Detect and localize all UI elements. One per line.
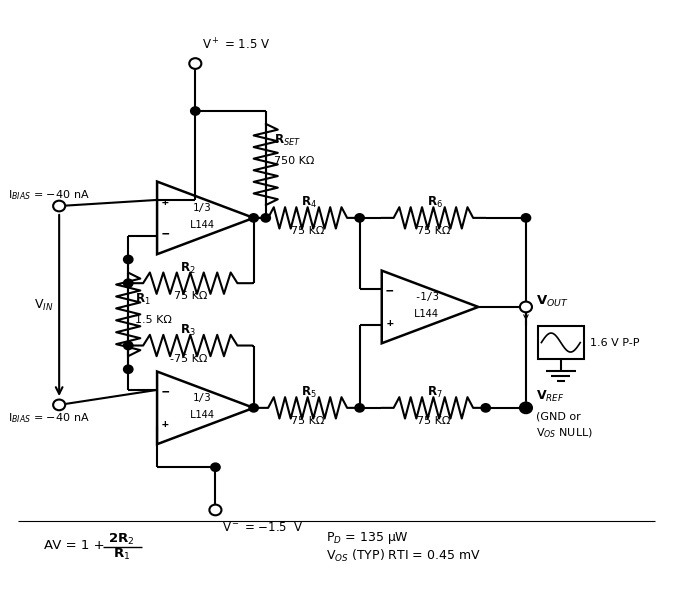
Text: L144: L144 — [189, 220, 215, 230]
Circle shape — [124, 341, 133, 350]
Text: V$_{OS}$ NULL): V$_{OS}$ NULL) — [536, 426, 593, 439]
Text: +: + — [162, 197, 168, 206]
Text: -1/3: -1/3 — [414, 293, 439, 302]
Text: 1.5 KΩ: 1.5 KΩ — [135, 315, 172, 325]
Text: 2R$_2$: 2R$_2$ — [109, 532, 134, 547]
Circle shape — [355, 404, 365, 412]
Text: (GND or: (GND or — [536, 412, 581, 422]
Text: 75 KΩ: 75 KΩ — [174, 291, 207, 301]
Text: -75 KΩ: -75 KΩ — [170, 353, 208, 364]
Text: V$^-$ = −1.5  V: V$^-$ = −1.5 V — [222, 521, 304, 533]
Circle shape — [520, 302, 532, 312]
Circle shape — [521, 214, 531, 222]
Text: R$_1$: R$_1$ — [113, 547, 130, 562]
Circle shape — [481, 404, 490, 412]
Text: R$_2$: R$_2$ — [180, 261, 196, 276]
Text: AV = 1 +: AV = 1 + — [44, 539, 105, 552]
Circle shape — [124, 279, 133, 287]
Circle shape — [209, 504, 221, 515]
Text: L144: L144 — [414, 309, 439, 319]
Circle shape — [355, 214, 365, 222]
Text: +: + — [386, 318, 393, 328]
Text: 1.6 V P-P: 1.6 V P-P — [590, 338, 640, 347]
Circle shape — [521, 303, 531, 311]
Circle shape — [191, 107, 200, 115]
Text: I$_{BIAS}$ = −40 nA: I$_{BIAS}$ = −40 nA — [7, 188, 89, 202]
Circle shape — [249, 214, 258, 222]
Text: −: − — [162, 228, 169, 241]
Text: −: − — [162, 385, 169, 398]
Text: R$_1$: R$_1$ — [135, 292, 151, 307]
Text: 1/3: 1/3 — [193, 203, 211, 213]
Circle shape — [124, 255, 133, 264]
Circle shape — [210, 463, 220, 471]
Text: +: + — [162, 419, 168, 429]
Text: R$_4$: R$_4$ — [301, 195, 317, 210]
Text: R$_{SET}$: R$_{SET}$ — [274, 133, 301, 148]
Circle shape — [520, 403, 532, 413]
Text: V$_{REF}$: V$_{REF}$ — [536, 388, 564, 403]
Text: V$^+$ = 1.5 V: V$^+$ = 1.5 V — [202, 37, 270, 53]
Text: V$_{IN}$: V$_{IN}$ — [34, 298, 54, 313]
FancyBboxPatch shape — [538, 326, 584, 359]
Text: R$_6$: R$_6$ — [426, 195, 443, 210]
Circle shape — [124, 365, 133, 373]
Text: −: − — [386, 284, 394, 297]
Text: V$_{OS}$ (TYP) RTI = 0.45 mV: V$_{OS}$ (TYP) RTI = 0.45 mV — [326, 548, 481, 564]
Text: 1/3: 1/3 — [193, 393, 211, 403]
Circle shape — [249, 404, 258, 412]
Circle shape — [53, 400, 65, 410]
Text: L144: L144 — [189, 410, 215, 420]
Circle shape — [261, 214, 270, 222]
Text: I$_{BIAS}$ = −40 nA: I$_{BIAS}$ = −40 nA — [7, 411, 89, 425]
Text: 75 KΩ: 75 KΩ — [291, 226, 325, 236]
Text: V$_{OUT}$: V$_{OUT}$ — [536, 293, 569, 309]
Text: P$_D$ = 135 μW: P$_D$ = 135 μW — [326, 530, 409, 547]
Text: 750 KΩ: 750 KΩ — [274, 157, 314, 167]
Text: R$_3$: R$_3$ — [180, 323, 196, 338]
Text: 75 KΩ: 75 KΩ — [417, 416, 450, 426]
Text: 75 KΩ: 75 KΩ — [417, 226, 450, 236]
Text: 75 KΩ: 75 KΩ — [291, 416, 325, 426]
Circle shape — [521, 404, 531, 412]
Circle shape — [189, 58, 202, 69]
Text: R$_7$: R$_7$ — [426, 385, 442, 400]
Circle shape — [53, 200, 65, 211]
Text: R$_5$: R$_5$ — [301, 385, 316, 400]
